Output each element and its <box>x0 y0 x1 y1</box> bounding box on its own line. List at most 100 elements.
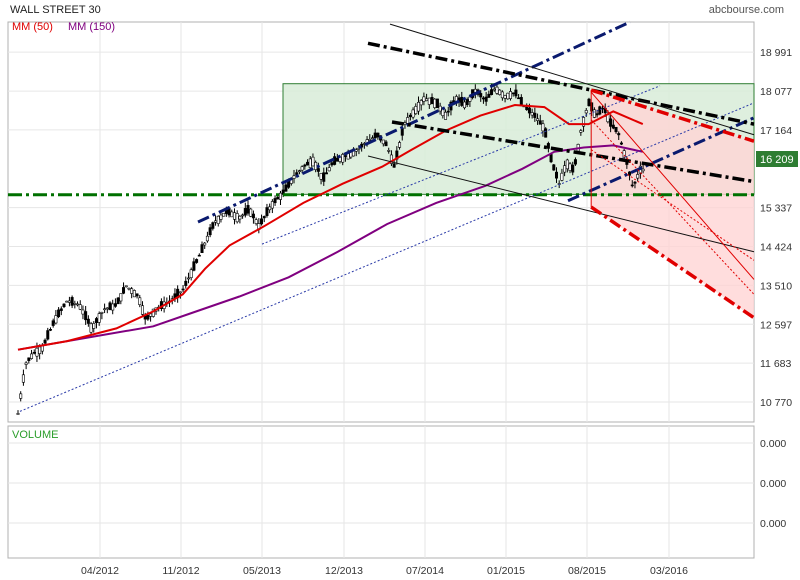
candle-body <box>146 315 150 320</box>
candle-body <box>276 196 280 200</box>
candle-body <box>341 154 345 163</box>
ma50-line <box>17 103 644 351</box>
candle-body <box>278 192 282 200</box>
candle-body <box>222 212 226 217</box>
candle-body <box>541 123 545 132</box>
candle-body <box>265 207 269 217</box>
candle-body <box>16 413 20 415</box>
candle-body <box>303 164 307 167</box>
candle-body <box>284 184 288 192</box>
y-tick-label: 14 424 <box>760 242 792 254</box>
candle-body <box>584 110 588 114</box>
candle-body <box>568 163 572 171</box>
candle-body <box>389 154 393 164</box>
candle-body <box>308 158 312 169</box>
candle-body <box>273 198 277 204</box>
candle-body <box>609 118 613 127</box>
candle-body <box>376 132 380 138</box>
x-tick-label: 05/2013 <box>243 565 281 577</box>
x-tick-label: 12/2013 <box>325 565 363 577</box>
trend-dotted-line <box>261 85 661 245</box>
candle-body <box>59 308 63 311</box>
candle-body <box>132 290 136 298</box>
candle-body <box>135 293 139 297</box>
candle-body <box>214 220 218 223</box>
candle-body <box>460 96 464 106</box>
candle-body <box>94 318 98 323</box>
candle-body <box>546 143 550 149</box>
candle-body <box>611 124 615 129</box>
candle-body <box>628 171 632 176</box>
candle-body <box>86 318 90 324</box>
y-tick-label: 10 770 <box>760 397 792 409</box>
y-tick-label: 18 991 <box>760 47 792 59</box>
candle-body <box>97 313 101 323</box>
candle-body <box>465 99 469 106</box>
candle-body <box>370 137 374 140</box>
volume-label: VOLUME <box>12 429 58 441</box>
candle-body <box>105 307 109 310</box>
candle-body <box>411 109 415 118</box>
candle-body <box>636 174 640 179</box>
x-tick-label: 11/2012 <box>162 565 199 577</box>
candle-body <box>84 311 88 321</box>
candle-body <box>54 315 58 324</box>
candle-body <box>422 96 426 102</box>
candle-body <box>178 291 182 294</box>
candle-body <box>343 155 347 157</box>
x-tick-label: 01/2015 <box>487 565 525 577</box>
candle-body <box>319 173 323 180</box>
candle-body <box>617 133 621 136</box>
candle-body <box>398 142 402 148</box>
candle-body <box>573 159 577 165</box>
trend-dotted-line <box>19 102 755 412</box>
y-tick-label: 15 337 <box>760 203 792 215</box>
candle-body <box>138 297 142 305</box>
candle-body <box>565 159 569 170</box>
candle-body <box>295 172 299 175</box>
candle-body <box>592 109 596 118</box>
candle-body <box>21 374 25 383</box>
candle-body <box>186 277 190 280</box>
candle-body <box>205 235 209 242</box>
candle-body <box>48 329 52 331</box>
x-tick-label: 07/2014 <box>406 565 444 577</box>
candle-body <box>527 107 531 114</box>
candle-body <box>43 339 47 344</box>
candle-body <box>324 172 328 175</box>
last-price-value: 16 209 <box>760 154 794 166</box>
candle-body <box>479 93 483 98</box>
candle-body <box>544 128 548 138</box>
red-channel-zone <box>591 90 754 318</box>
candle-body <box>260 218 264 225</box>
trend-lines <box>8 20 755 412</box>
candle-body <box>419 100 423 106</box>
candle-body <box>116 297 120 305</box>
candle-body <box>536 118 540 121</box>
candle-body <box>235 213 239 223</box>
candle-body <box>270 201 274 209</box>
candle-body <box>560 172 564 181</box>
candle-body <box>430 97 434 105</box>
candle-body <box>414 106 418 114</box>
volume-tick: 0.000 <box>760 518 786 530</box>
candle-body <box>219 214 223 220</box>
candle-body <box>65 300 69 303</box>
candle-body <box>533 112 537 118</box>
candle-body <box>292 175 296 179</box>
candle-body <box>484 96 488 102</box>
candle-body <box>184 280 188 286</box>
candle-body <box>113 303 117 307</box>
candle-body <box>262 216 266 219</box>
candle-body <box>641 168 645 172</box>
candle-body <box>622 150 626 158</box>
candle-body <box>563 165 567 173</box>
candle-body <box>500 91 504 99</box>
candle-body <box>200 244 204 254</box>
candle-body <box>119 293 123 302</box>
candle-body <box>425 98 429 101</box>
x-tick-label: 03/2016 <box>650 565 688 577</box>
candle-body <box>81 309 85 315</box>
candle-body <box>316 168 320 172</box>
candle-body <box>297 170 301 172</box>
